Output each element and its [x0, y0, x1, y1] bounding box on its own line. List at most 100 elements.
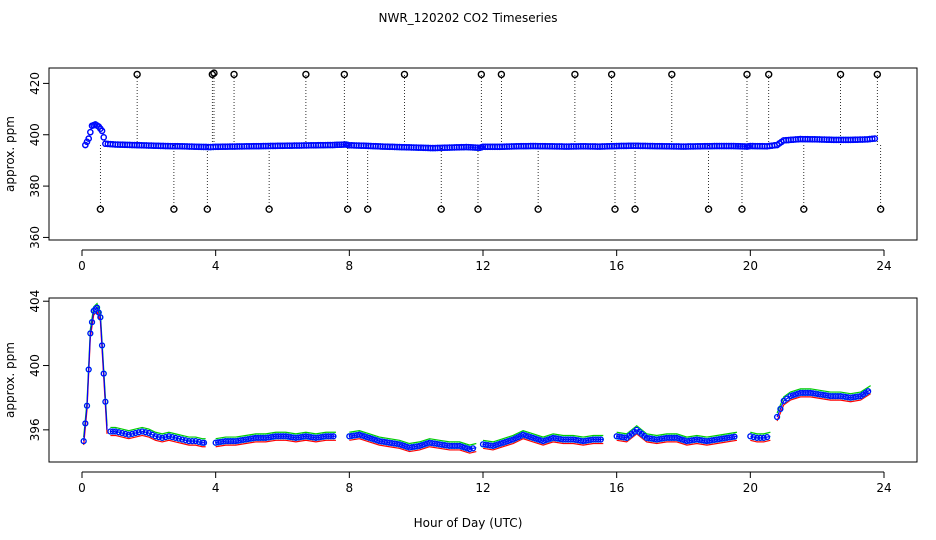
series-line-avg [750, 435, 771, 439]
avg-point-blue [100, 134, 108, 141]
bottom-series-lines [80, 302, 872, 454]
avg-point-blue [115, 429, 122, 436]
avg-point-blue [469, 144, 477, 151]
avg-point-blue [764, 434, 771, 441]
avg-point-blue [467, 144, 475, 151]
avg-point-blue [87, 330, 94, 337]
x-tick-label: 16 [609, 481, 624, 495]
top-spike-points [96, 69, 885, 213]
series-line [215, 439, 336, 448]
avg-point-blue [152, 433, 159, 440]
avg-point-blue [869, 135, 876, 143]
avg-point-blue [82, 420, 89, 427]
spike-point [497, 70, 506, 79]
avg-point-blue [80, 438, 87, 445]
avg-point-blue [159, 434, 166, 441]
spike-point [873, 70, 882, 79]
avg-point-blue [597, 436, 604, 443]
avg-point-blue [129, 430, 136, 437]
avg-point-blue [731, 433, 738, 440]
y-tick-label: 360 [28, 226, 42, 249]
spike-point [230, 70, 238, 79]
series-line [616, 425, 738, 438]
y-tick-label: 420 [28, 72, 42, 95]
avg-point-blue [739, 143, 746, 150]
x-tick-label: 24 [876, 259, 891, 273]
series-line [110, 434, 206, 448]
spike-point [631, 205, 639, 213]
spike-point [836, 70, 845, 79]
avg-point-blue [132, 430, 139, 437]
spike-point [170, 205, 178, 213]
avg-point-blue [728, 434, 735, 441]
avg-point-blue [89, 319, 96, 326]
avg-point-blue [469, 445, 476, 452]
avg-point-blue [165, 433, 172, 440]
avg-point-blue [99, 342, 106, 349]
avg-point-blue [112, 428, 119, 435]
y-tick-label: 380 [28, 175, 42, 198]
x-axis-label: Hour of Day (UTC) [414, 516, 523, 530]
series-line [482, 430, 604, 443]
avg-point-blue [139, 428, 146, 435]
avg-point-blue [730, 142, 737, 150]
x-tick-label: 4 [212, 259, 220, 273]
x-tick-label: 8 [346, 481, 354, 495]
avg-point-blue [109, 428, 116, 435]
series-line [349, 430, 477, 446]
top-y-ticks: 360 380 400 420 [28, 72, 50, 249]
x-tick-label: 0 [78, 259, 86, 273]
series-line [616, 433, 738, 446]
spike-point [743, 70, 751, 79]
avg-point-blue [135, 429, 142, 436]
spike-point [203, 205, 212, 213]
avg-point-blue [179, 436, 186, 443]
avg-point-blue [465, 143, 472, 151]
avg-point-blue [747, 433, 754, 440]
avg-point-blue [734, 142, 742, 150]
series-line [215, 431, 336, 440]
spike-point [340, 70, 349, 79]
top-x-ticks: 0 4 8 12 16 20 24 [78, 249, 892, 273]
avg-point-blue [122, 430, 129, 437]
series-line [750, 439, 771, 443]
avg-point-blue [466, 446, 473, 453]
avg-point-blue [855, 393, 862, 400]
x-tick-label: 4 [212, 481, 220, 495]
spike-point [668, 70, 676, 79]
x-tick-label: 12 [475, 259, 490, 273]
series-line [776, 393, 871, 422]
spike-point [876, 205, 885, 213]
avg-point-blue [97, 314, 104, 321]
avg-point-blue [125, 431, 132, 438]
series-line [750, 431, 771, 435]
bottom-y-axis-label: approx. ppm [3, 342, 17, 418]
y-tick-label: 400 [28, 123, 42, 146]
spike-point [265, 205, 273, 213]
top-y-axis-label: approx. ppm [3, 116, 17, 192]
series-line [349, 438, 477, 454]
x-tick-label: 24 [876, 481, 891, 495]
avg-point-blue [471, 144, 479, 151]
avg-point-blue [777, 405, 784, 412]
avg-point-blue [172, 434, 179, 441]
bottom-y-ticks: 396 400 404 [28, 290, 50, 441]
spike-point [437, 205, 445, 213]
spike-point [611, 205, 619, 213]
avg-point-blue [84, 402, 91, 409]
avg-point-blue [330, 433, 337, 440]
y-tick-label: 404 [28, 290, 42, 313]
spike-point [133, 70, 141, 79]
spike-point [208, 70, 217, 79]
chart-title: NWR_120202 CO2 Timeseries [379, 11, 558, 25]
bottom-x-ticks: 0 4 8 12 16 20 24 [78, 471, 892, 495]
avg-point-blue [85, 135, 92, 142]
series-line [110, 426, 206, 440]
x-tick-label: 20 [743, 259, 758, 273]
avg-point-blue [327, 433, 334, 440]
spike-point [343, 205, 352, 213]
y-tick-label: 396 [28, 418, 42, 441]
avg-point-blue [145, 430, 152, 437]
spike-point [474, 205, 482, 213]
